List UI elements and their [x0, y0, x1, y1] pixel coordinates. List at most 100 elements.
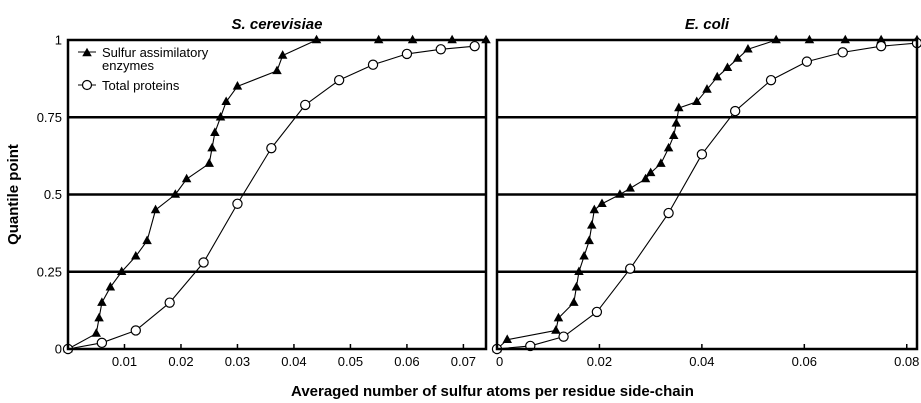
data-point-circle: [333, 74, 345, 86]
legend-marker-circle: [81, 79, 93, 91]
data-point-circle: [130, 325, 141, 336]
panel-title: S. cerevisiae: [232, 16, 323, 33]
data-point-circle: [164, 297, 175, 308]
data-point-circle: [96, 337, 108, 349]
data-point-triangle: [597, 198, 607, 208]
x-tick-label: 0.04: [689, 354, 714, 369]
data-point-circle: [435, 44, 447, 55]
legend: Sulfur assimilatory enzymes Total protei…: [70, 42, 209, 94]
x-tick-label: 0.05: [338, 354, 363, 369]
data-point-triangle: [625, 183, 635, 192]
data-point-triangle: [116, 266, 127, 275]
grid-lines: [68, 116, 486, 273]
data-point-triangle: [589, 204, 600, 214]
data-point-circle: [198, 257, 209, 268]
data-point-triangle: [204, 158, 214, 167]
data-point-triangle: [91, 328, 101, 337]
panel-s-cerevisiae: 0.01 0.02 0.03 0.04 0.05 0.06 0.07 0 0.25 0.5 0.7…: [37, 16, 491, 369]
x-tick-label: 0.03: [225, 354, 250, 369]
data-point-triangle: [553, 312, 564, 322]
plot-frame: [66, 38, 488, 351]
data-point-triangle: [587, 220, 597, 229]
data-point-triangle: [702, 84, 712, 93]
data-point-triangle: [732, 53, 743, 62]
data-point-triangle: [571, 281, 582, 291]
data-point-triangle: [615, 189, 625, 198]
legend-label-sulfur-line2: enzymes: [102, 58, 155, 73]
x-tick-label: 0: [496, 354, 503, 369]
data-point-triangle: [150, 204, 161, 214]
data-point-triangle: [722, 62, 733, 72]
data-point-triangle: [663, 142, 674, 152]
data-point-triangle: [574, 266, 584, 275]
y-tick-label: 0.25: [37, 264, 62, 279]
data-point-triangle: [645, 167, 656, 177]
data-point-triangle: [105, 281, 116, 291]
data-point-circle: [837, 47, 848, 58]
data-point-triangle: [502, 334, 512, 343]
x-tick-label: 0.01: [112, 354, 137, 369]
y-tick-label: 0.75: [37, 110, 62, 125]
x-tick-label: 0.08: [894, 354, 919, 369]
x-axis-ticks: 0.01 0.02 0.03 0.04 0.05 0.06 0.07: [112, 344, 476, 369]
grid-lines: [497, 116, 917, 273]
data-point-triangle: [668, 130, 679, 140]
data-point-triangle: [142, 235, 152, 245]
data-point-circle: [875, 40, 887, 52]
x-axis-ticks: 0 0.02 0.04 0.06 0.08: [496, 344, 919, 369]
y-tick-label: 0.5: [44, 187, 62, 202]
x-axis-label: Averaged number of sulfur atoms per resi…: [291, 383, 694, 400]
x-tick-label: 0.02: [587, 354, 612, 369]
plot-frame: [495, 38, 919, 351]
data-point-triangle: [743, 43, 753, 53]
data-point-triangle: [221, 96, 231, 106]
data-point-triangle: [232, 81, 243, 90]
series-markers: [491, 34, 921, 355]
data-point-triangle: [712, 71, 722, 81]
data-point-circle: [663, 207, 674, 219]
data-point-triangle: [170, 189, 181, 198]
x-tick-label: 0.06: [394, 354, 419, 369]
data-point-triangle: [569, 297, 579, 306]
panel-title: E. coli: [685, 16, 730, 33]
legend-marker-triangle: [82, 47, 92, 57]
y-tick-label: 1: [55, 33, 62, 48]
data-point-circle: [300, 99, 311, 111]
data-point-circle: [401, 48, 413, 60]
data-point-triangle: [94, 312, 104, 322]
data-point-triangle: [215, 111, 226, 121]
data-point-triangle: [640, 173, 651, 183]
x-tick-label: 0.04: [281, 354, 306, 369]
y-axis-ticks: 0 0.25 0.5 0.75 1: [37, 33, 62, 357]
data-point-circle: [232, 198, 243, 209]
y-axis-label: Quantile point: [5, 144, 22, 245]
data-point-triangle: [210, 127, 220, 136]
data-point-triangle: [551, 325, 561, 334]
data-point-triangle: [131, 250, 141, 260]
data-point-circle: [801, 56, 813, 67]
data-point-circle: [591, 306, 603, 318]
data-point-triangle: [97, 297, 107, 306]
data-point-circle: [469, 40, 480, 52]
data-point-triangle: [584, 235, 594, 245]
data-point-circle: [765, 74, 777, 86]
data-point-triangle: [692, 96, 702, 106]
data-point-circle: [266, 142, 277, 154]
x-tick-label: 0.02: [168, 354, 193, 369]
data-point-triangle: [277, 50, 288, 59]
data-point-triangle: [671, 118, 682, 127]
data-point-circle: [624, 263, 636, 274]
data-point-triangle: [656, 158, 666, 167]
data-point-triangle: [272, 65, 282, 75]
panel-e-coli: 0 0.02 0.04 0.06 0.08 E. coli: [491, 16, 921, 369]
x-tick-label: 0.07: [451, 354, 476, 369]
data-point-triangle: [181, 173, 192, 183]
data-point-triangle: [207, 142, 217, 152]
legend-label-total: Total proteins: [102, 78, 180, 93]
data-point-triangle: [674, 102, 684, 112]
x-tick-label: 0.06: [792, 354, 817, 369]
legend-label-sulfur-line1: Sulfur assimilatory: [102, 45, 209, 60]
data-point-circle: [558, 331, 569, 342]
